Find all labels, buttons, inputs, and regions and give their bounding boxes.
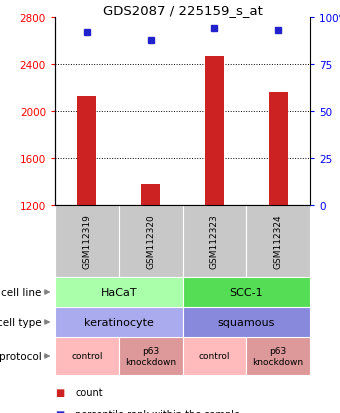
Bar [183,277,310,307]
Bar [119,337,183,375]
Text: p63
knockdown: p63 knockdown [253,347,304,366]
Text: GSM112320: GSM112320 [146,214,155,269]
Text: keratinocyte: keratinocyte [84,317,154,327]
Text: control: control [199,351,230,361]
Text: cell type: cell type [0,317,41,327]
Bar [55,277,183,307]
Bar [119,206,183,277]
Text: GSM112323: GSM112323 [210,214,219,269]
Text: control: control [71,351,103,361]
Bar [55,206,119,277]
Bar [55,307,183,337]
Title: GDS2087 / 225159_s_at: GDS2087 / 225159_s_at [103,4,262,17]
Text: count: count [75,387,103,396]
Bar [183,307,310,337]
Text: protocol: protocol [0,351,41,361]
Text: ■: ■ [55,409,64,413]
Text: ■: ■ [55,387,64,396]
Bar [269,93,288,206]
Bar [246,337,310,375]
Text: cell line: cell line [1,287,41,297]
Bar [77,97,97,206]
Bar [183,206,246,277]
Text: GSM112324: GSM112324 [274,214,283,269]
Bar [205,57,224,206]
Bar [246,206,310,277]
Bar [55,337,119,375]
Text: p63
knockdown: p63 knockdown [125,347,176,366]
Text: SCC-1: SCC-1 [230,287,263,297]
Bar [183,337,246,375]
Text: squamous: squamous [218,317,275,327]
Text: GSM112319: GSM112319 [82,214,91,269]
Text: percentile rank within the sample: percentile rank within the sample [75,409,240,413]
Text: HaCaT: HaCaT [100,287,137,297]
Bar [141,184,160,206]
